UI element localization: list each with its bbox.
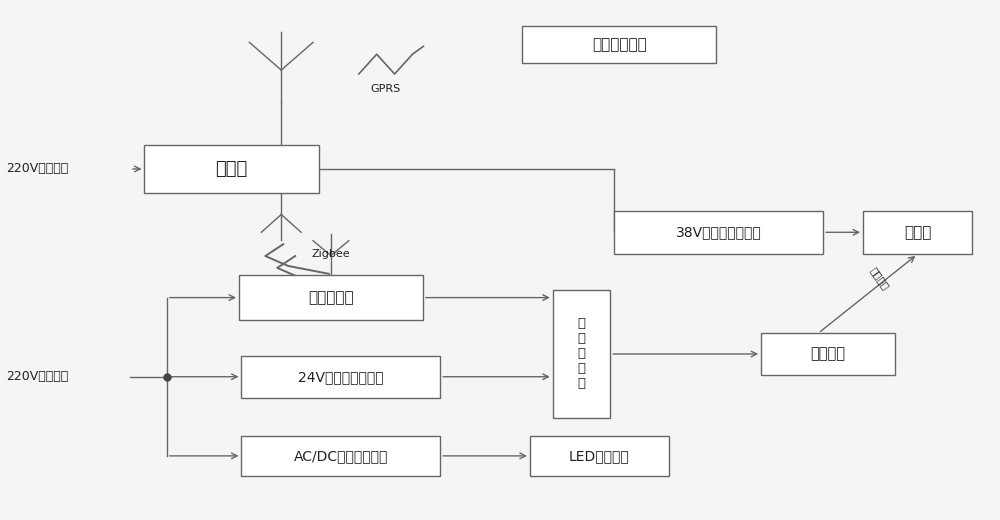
Text: Zigbee: Zigbee [311, 249, 350, 259]
Text: 24V直流电源适配器: 24V直流电源适配器 [298, 370, 384, 384]
Text: 投影灯: 投影灯 [904, 225, 931, 240]
Text: 38V直流电源适配器: 38V直流电源适配器 [676, 225, 762, 239]
Text: 220V交流输入: 220V交流输入 [6, 162, 68, 175]
FancyBboxPatch shape [614, 211, 823, 254]
Text: LED照明模块: LED照明模块 [569, 449, 630, 463]
FancyBboxPatch shape [530, 436, 669, 476]
FancyBboxPatch shape [239, 275, 423, 320]
FancyBboxPatch shape [761, 333, 895, 375]
Text: 220V交流输入: 220V交流输入 [6, 370, 68, 383]
Text: 机械相连: 机械相连 [868, 266, 890, 292]
FancyBboxPatch shape [241, 436, 440, 476]
Text: 终端控制器: 终端控制器 [308, 290, 354, 305]
FancyBboxPatch shape [522, 25, 716, 63]
FancyBboxPatch shape [553, 290, 610, 418]
Text: GPRS: GPRS [371, 84, 401, 94]
Text: 电动推杆: 电动推杆 [811, 346, 846, 361]
FancyBboxPatch shape [144, 145, 319, 193]
FancyBboxPatch shape [863, 211, 972, 254]
Text: 电
磁
继
电
器: 电 磁 继 电 器 [578, 318, 586, 391]
Text: 协调器: 协调器 [215, 160, 248, 178]
Text: 远程控制平台: 远程控制平台 [592, 37, 647, 52]
Text: AC/DC恒流电源模块: AC/DC恒流电源模块 [294, 449, 388, 463]
FancyBboxPatch shape [241, 356, 440, 397]
